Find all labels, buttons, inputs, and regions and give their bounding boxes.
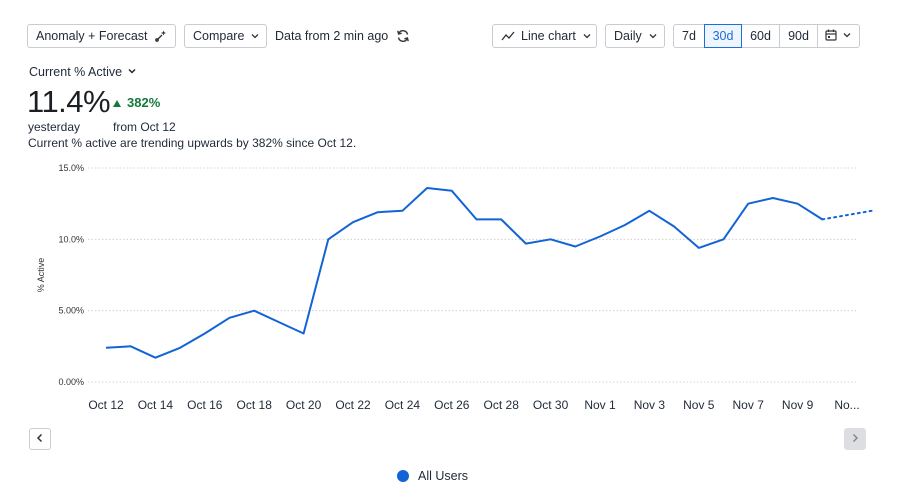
range-label: 60d	[750, 29, 771, 43]
legend-swatch	[397, 470, 409, 482]
anomaly-forecast-button[interactable]: Anomaly + Forecast	[27, 24, 176, 48]
interval-label: Daily	[614, 29, 642, 43]
range-7d-button[interactable]: 7d	[673, 24, 705, 48]
date-picker-button[interactable]	[817, 24, 860, 48]
range-label: 30d	[712, 29, 734, 43]
metric-change: 382%	[113, 95, 160, 110]
data-freshness-text: Data from 2 min ago	[275, 29, 389, 43]
range-30d-button[interactable]: 30d	[704, 24, 742, 48]
scroll-left-button[interactable]	[29, 428, 51, 450]
x-tick-label: Nov 1	[584, 398, 616, 412]
legend-label: All Users	[418, 469, 469, 483]
scroll-right-button[interactable]	[844, 428, 866, 450]
range-90d-button[interactable]: 90d	[779, 24, 818, 48]
y-tick-label: 15.0%	[58, 163, 84, 173]
metric-value: 11.4%	[27, 84, 111, 119]
refresh-icon[interactable]	[396, 29, 410, 46]
x-tick-label: Oct 22	[335, 398, 371, 412]
chevron-right-icon	[851, 430, 859, 448]
metric-selector[interactable]: Current % Active	[29, 65, 137, 79]
range-label: 90d	[788, 29, 809, 43]
range-selector: 7d 30d 60d 90d	[673, 24, 860, 48]
metric-change-value: 382%	[127, 95, 161, 110]
compare-button[interactable]: Compare	[184, 24, 267, 48]
x-tick-label: Oct 16	[187, 398, 223, 412]
range-60d-button[interactable]: 60d	[741, 24, 780, 48]
forecast-line-all-users	[821, 209, 873, 221]
x-tick-label: Oct 20	[286, 398, 322, 412]
x-tick-label: Oct 26	[434, 398, 470, 412]
metric-summary: Current % active are trending upwards by…	[28, 136, 357, 150]
line-chart-icon	[501, 30, 515, 42]
chevron-down-icon	[582, 31, 592, 41]
x-tick-label: Nov 3	[634, 398, 666, 412]
calendar-icon	[825, 29, 837, 44]
chevron-down-icon	[250, 31, 260, 41]
chart-type-select[interactable]: Line chart	[492, 24, 597, 48]
metric-selector-label: Current % Active	[29, 65, 123, 79]
chevron-left-icon	[36, 430, 44, 448]
x-tick-label: Oct 18	[237, 398, 273, 412]
x-tick-label: Nov 5	[683, 398, 715, 412]
metric-value-caption: yesterday	[28, 120, 81, 134]
chart-type-label: Line chart	[521, 29, 576, 43]
chevron-down-icon	[648, 31, 658, 41]
range-label: 7d	[682, 29, 696, 43]
x-tick-label: Oct 14	[138, 398, 174, 412]
x-tick-label: Oct 30	[533, 398, 569, 412]
x-tick-label: Oct 12	[88, 398, 124, 412]
chevron-down-icon	[842, 29, 852, 43]
y-tick-label: 0.00%	[58, 377, 84, 387]
compare-label: Compare	[193, 29, 245, 43]
metric-change-caption: from Oct 12	[113, 120, 176, 134]
interval-select[interactable]: Daily	[605, 24, 665, 48]
anomaly-forecast-label: Anomaly + Forecast	[36, 29, 148, 43]
chevron-down-icon	[127, 65, 137, 79]
y-axis-label: % Active	[36, 258, 46, 293]
sparkle-icon	[154, 29, 168, 43]
x-tick-label: No...	[834, 398, 859, 412]
y-tick-label: 10.0%	[58, 234, 84, 244]
y-tick-label: 5.00%	[58, 306, 84, 316]
x-tick-label: Oct 28	[484, 398, 520, 412]
x-tick-label: Oct 24	[385, 398, 421, 412]
series-line-all-users	[105, 187, 823, 359]
legend-item-all-users[interactable]: All Users	[397, 469, 468, 483]
triangle-up-icon	[113, 95, 121, 110]
x-tick-label: Nov 9	[782, 398, 814, 412]
x-tick-label: Nov 7	[733, 398, 765, 412]
